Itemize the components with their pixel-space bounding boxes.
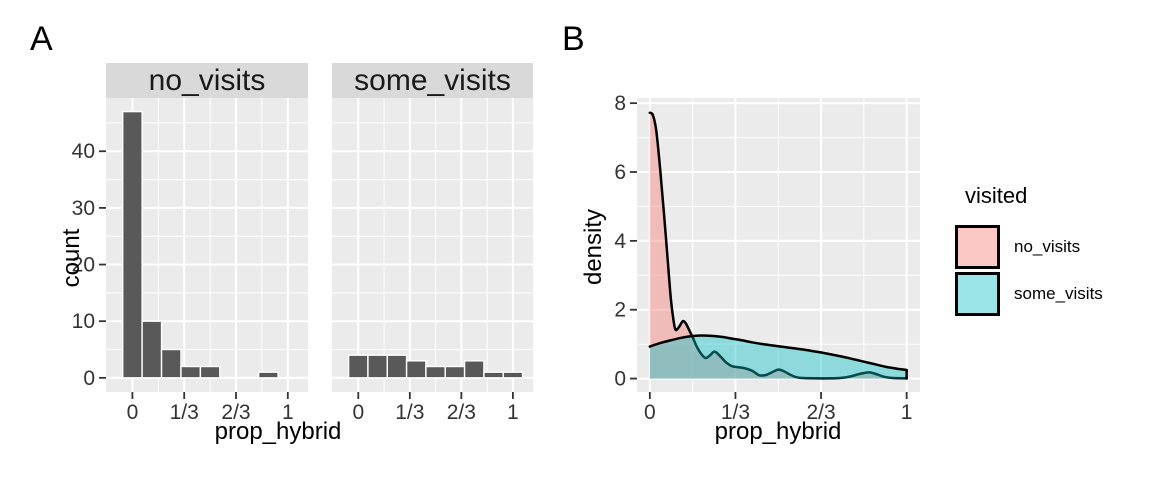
x-tick-label: 0 xyxy=(127,401,139,424)
legend-item-some-visits: some_visits xyxy=(955,270,1152,317)
density-area-some-visits xyxy=(649,335,907,379)
x-tick-label: 1 xyxy=(507,401,519,424)
legend-label-some-visits: some_visits xyxy=(1014,283,1103,303)
histogram-bar xyxy=(199,365,221,379)
histogram-bars xyxy=(122,110,279,379)
panel-a-x-axis-title: prop_hybrid xyxy=(214,418,342,445)
histogram-bar xyxy=(257,371,279,379)
panel-a-y-axis-title: count xyxy=(58,228,85,288)
x-tick-label: 1 xyxy=(901,401,913,424)
legend-label-no-visits: no_visits xyxy=(1014,236,1081,256)
histogram-bars xyxy=(347,354,524,379)
x-tick-label: 0 xyxy=(352,401,364,424)
x-tick-label: 2/3 xyxy=(447,401,476,424)
histogram-bar xyxy=(405,360,427,379)
histogram-bar xyxy=(347,354,369,379)
legend-swatch-some-visits xyxy=(955,271,1000,316)
histogram-bar xyxy=(141,320,163,379)
histogram-bar xyxy=(386,354,408,379)
x-tick-label: 1 xyxy=(282,401,294,424)
density-area-no-visits xyxy=(649,112,907,379)
histogram-bar xyxy=(367,354,388,379)
panel-a-histogram: 0 10 20 30 40 no_visits 0 1/3 2/3 1 some_visits 0 1/… xyxy=(72,63,533,424)
histogram-bar xyxy=(160,348,182,379)
x-tick-label: 1/3 xyxy=(395,401,424,424)
y-tick-label: 10 xyxy=(72,310,95,333)
legend: visited no_visits some_visits xyxy=(955,183,1152,317)
density-curve-some-visits xyxy=(648,334,908,380)
y-tick-label: 8 xyxy=(614,92,626,115)
facet-strip-label: some_visits xyxy=(354,64,511,97)
x-tick-label: 1/3 xyxy=(721,401,750,424)
y-tick-label: 0 xyxy=(83,367,95,390)
histogram-bar xyxy=(425,365,446,379)
facet-strip xyxy=(332,63,533,98)
histogram-bar xyxy=(463,360,485,379)
y-tick-label: 30 xyxy=(72,197,95,220)
facet-strip xyxy=(106,63,308,98)
facet-panel-some_visits: some_visits 0 1/3 2/3 1 xyxy=(332,63,533,424)
legend-item-no-visits: no_visits xyxy=(955,223,1152,270)
y-tick-label: 0 xyxy=(614,368,626,391)
facet-strip-label: no_visits xyxy=(149,64,266,97)
y-tick-label: 20 xyxy=(72,254,95,277)
legend-swatch-no-visits xyxy=(955,224,1000,269)
panel-b-y-axis-title: density xyxy=(580,208,607,286)
histogram-bar xyxy=(483,371,504,379)
panel-b-x-axis-title: prop_hybrid xyxy=(714,418,842,445)
panel-a-label: A xyxy=(30,20,53,58)
x-tick-label: 2/3 xyxy=(806,401,835,424)
x-tick-label: 2/3 xyxy=(221,401,250,424)
y-tick-label: 2 xyxy=(614,299,626,322)
histogram-bar xyxy=(444,365,466,379)
histogram-bar xyxy=(502,371,524,379)
facet-panel-no_visits: no_visits 0 1/3 2/3 1 xyxy=(106,63,308,424)
x-tick-label: 1/3 xyxy=(170,401,199,424)
y-tick-label: 4 xyxy=(614,230,626,253)
y-tick-label: 40 xyxy=(72,140,95,163)
panel-b-label: B xyxy=(562,20,585,58)
x-tick-label: 0 xyxy=(644,401,656,424)
panel-b-density: 0 2 4 6 8 0 1/3 2/3 1 xyxy=(614,92,920,424)
legend-title: visited xyxy=(965,183,1028,208)
histogram-bar xyxy=(122,110,143,379)
density-curve-no-visits xyxy=(648,111,908,380)
histogram-bar xyxy=(180,365,202,379)
y-tick-label: 6 xyxy=(614,161,626,184)
panel-background xyxy=(332,98,533,392)
